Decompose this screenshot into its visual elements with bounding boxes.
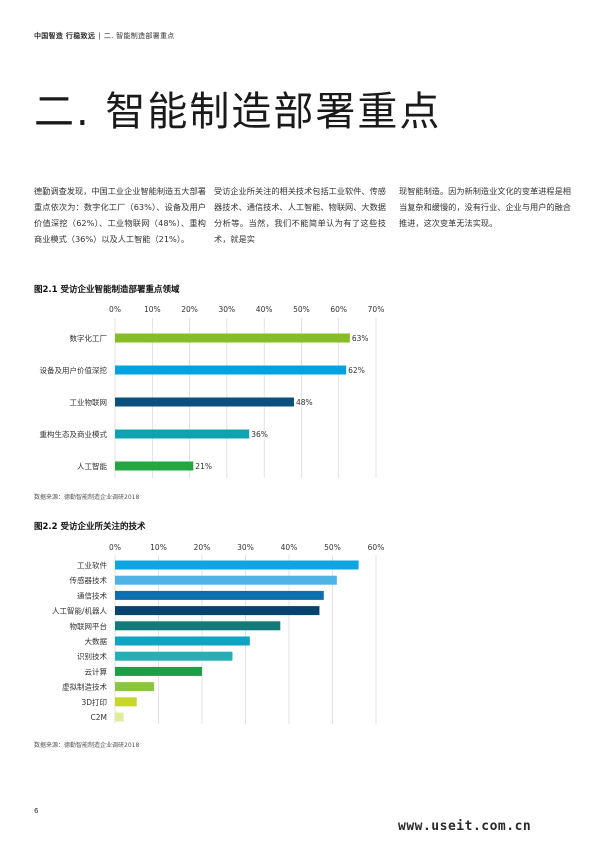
- category-label: 工业软件: [77, 560, 107, 570]
- category-label: 重构生态及商业模式: [40, 429, 108, 439]
- category-label: 虚拟制造技术: [62, 682, 107, 692]
- category-label: 大数据: [85, 636, 108, 646]
- tick-label: 30%: [237, 543, 254, 552]
- chart-deployment-focus: 0% 10% 20% 30% 40% 50% 60% 70% 数字化工厂 63% 设备及用户价值深挖…: [40, 305, 385, 478]
- category-label: 数字化工厂: [70, 333, 108, 343]
- running-header: 中国智造 行稳致远 | 二. 智能制造部署重点: [34, 31, 175, 41]
- tick-label: 40%: [281, 543, 298, 552]
- bar: [115, 621, 281, 631]
- bar: [115, 666, 202, 676]
- bar: [115, 461, 194, 471]
- category-label: 工业物联网: [70, 397, 108, 407]
- category-label: 物联网平台: [70, 621, 108, 631]
- data-label: 36%: [251, 430, 268, 439]
- data-label: 48%: [296, 398, 313, 407]
- bar: [115, 590, 324, 600]
- tick-label: 20%: [194, 543, 211, 552]
- bar: [115, 636, 250, 646]
- figure-2-source: 数据来源：德勤智能制造企业调研2018: [34, 742, 140, 749]
- bar: [115, 606, 320, 616]
- figure-1-source: 数据来源：德勤智能制造企业调研2018: [34, 494, 140, 501]
- page-title: 二. 智能制造部署重点: [34, 89, 442, 135]
- tick-label: 70%: [368, 305, 385, 314]
- figure-1-title: 图2.1 受访企业智能制造部署重点领域: [34, 285, 180, 295]
- tick-label: 0%: [109, 305, 121, 314]
- category-label: 传感器技术: [70, 575, 108, 585]
- tick-label: 0%: [109, 543, 121, 552]
- header-section: 二. 智能制造部署重点: [103, 32, 175, 40]
- category-label: 识别技术: [77, 651, 107, 661]
- category-label: 通信技术: [77, 590, 107, 600]
- bar: [115, 429, 250, 439]
- tick-label: 50%: [293, 305, 310, 314]
- category-label: C2M: [91, 713, 107, 722]
- header-separator: |: [98, 32, 101, 40]
- bar: [115, 697, 137, 707]
- watermark: www.useit.com.cn: [398, 819, 532, 834]
- data-label: 21%: [195, 462, 212, 471]
- tick-label: 40%: [256, 305, 273, 314]
- paragraph-col-1: 德勤调查发现，中国工业企业智能制造五大部署重点依次为：数字化工厂（63%）、设备…: [34, 186, 206, 244]
- bar: [115, 575, 337, 585]
- category-label: 人工智能: [77, 461, 107, 471]
- page-number: 6: [34, 807, 39, 815]
- category-label: 3D打印: [81, 697, 107, 707]
- data-label: 62%: [348, 366, 365, 375]
- tick-label: 60%: [330, 305, 347, 314]
- report-name: 中国智造 行稳致远: [34, 32, 96, 40]
- tick-label: 50%: [324, 543, 341, 552]
- paragraph-col-2: 受访企业所关注的相关技术包括工业软件、传感器技术、通信技术、人工智能、物联网、大…: [214, 186, 386, 244]
- bar: [115, 682, 155, 692]
- tick-label: 10%: [144, 305, 161, 314]
- category-label: 云计算: [85, 666, 108, 676]
- category-label: 人工智能/机器人: [52, 606, 108, 616]
- bar: [115, 333, 350, 343]
- bar: [115, 397, 294, 407]
- data-label: 63%: [352, 334, 369, 343]
- paragraph-col-3: 现智能制造。因为新制造业文化的变革进程是相当复杂和缓慢的，没有行业、企业与用户的…: [399, 186, 571, 228]
- figure-2-title: 图2.2 受访企业所关注的技术: [34, 522, 146, 532]
- tick-label: 20%: [181, 305, 198, 314]
- bar: [115, 365, 347, 375]
- bar: [115, 651, 233, 661]
- bar: [115, 560, 359, 570]
- tick-label: 30%: [219, 305, 236, 314]
- chart-technologies: 0% 10% 20% 30% 40% 50% 60% 工业软件传感器技术通信技术人工智能/机器…: [52, 543, 385, 724]
- category-label: 设备及用户价值深挖: [40, 365, 108, 375]
- tick-label: 60%: [368, 543, 385, 552]
- bar: [115, 712, 124, 722]
- tick-label: 10%: [150, 543, 167, 552]
